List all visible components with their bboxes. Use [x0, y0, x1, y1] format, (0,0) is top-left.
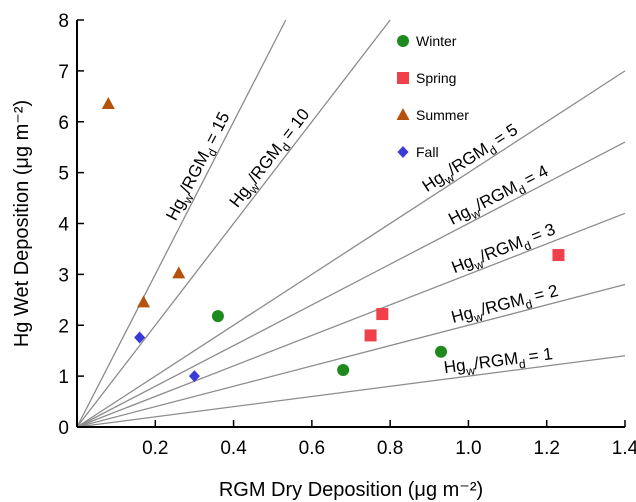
x-tick-label: 0.2 — [142, 438, 168, 459]
point-spring — [552, 249, 565, 262]
y-tick-label: 2 — [58, 316, 69, 337]
legend-marker-fall — [397, 146, 409, 158]
legend: Winter Spring Summer Fall — [396, 33, 469, 160]
ratio-label-subscript: w — [472, 310, 485, 326]
x-tick-label: 1.0 — [455, 438, 481, 459]
ref-line-1 — [76, 355, 626, 428]
ref-line-label-10: Hgw/RGMd= 10 — [226, 105, 317, 213]
ratio-label-text: /RGM — [473, 349, 519, 374]
point-spring — [364, 329, 377, 342]
ref-line-5 — [76, 70, 626, 428]
y-tick-label: 5 — [58, 164, 69, 185]
x-axis-title: RGM Dry Deposition (μg m⁻²) — [219, 479, 483, 501]
y-axis-title: Hg Wet Deposition (μg m⁻²) — [11, 100, 33, 347]
y-tick-label: 0 — [58, 418, 69, 439]
ratio-label-text: = 4 — [521, 161, 551, 189]
x-tick-label: 0.6 — [299, 438, 325, 459]
ratio-label-text: = 3 — [529, 220, 558, 246]
ratio-label-text: = 1 — [527, 344, 553, 366]
legend-label-winter: Winter — [416, 33, 457, 49]
x-tick-label: 1.2 — [534, 438, 560, 459]
point-spring — [376, 308, 389, 321]
ratio-label-text: /RGM — [479, 290, 527, 320]
point-winter — [435, 345, 448, 358]
ratio-label-text: = 15 — [201, 109, 233, 148]
y-tick-label: 3 — [58, 265, 69, 286]
ratio-label-text: Hg — [449, 303, 475, 327]
x-tick-label: 0.8 — [377, 438, 403, 459]
y-tick-label: 6 — [58, 113, 69, 134]
legend-label-fall: Fall — [416, 144, 439, 160]
ref-line-2 — [76, 283, 626, 428]
point-winter — [337, 364, 350, 377]
point-summer — [172, 266, 186, 279]
legend-marker-summer — [396, 108, 410, 120]
ref-line-4 — [76, 141, 626, 428]
ref-line-10 — [76, 19, 391, 428]
x-tick-label: 0.4 — [220, 438, 247, 459]
tick-labels: 0.2 0.4 0.6 0.8 1.0 1.2 1.4 0 1 2 3 4 5 6 7 8 — [58, 11, 636, 459]
ratio-label-text: = 10 — [278, 105, 314, 143]
data-points — [101, 96, 565, 383]
legend-marker-winter — [397, 35, 409, 47]
legend-marker-spring — [397, 72, 409, 84]
point-summer — [101, 96, 115, 109]
ref-line-label-15: Hgw/RGMd= 15 — [162, 109, 237, 225]
legend-label-summer: Summer — [416, 107, 469, 123]
point-fall — [134, 331, 146, 344]
legend-label-spring: Spring — [416, 70, 456, 86]
y-tick-label: 8 — [58, 11, 69, 32]
ref-line-15 — [76, 19, 287, 428]
ref-line-3 — [76, 212, 626, 428]
point-fall — [188, 370, 200, 383]
ratio-label-text: = 5 — [491, 120, 522, 149]
ref-line-label-1: Hgw/RGMd= 1 — [443, 344, 555, 381]
ratio-label-text: Hg — [445, 202, 473, 229]
point-summer — [137, 295, 151, 308]
x-tick-label: 1.4 — [612, 438, 636, 459]
point-winter — [211, 310, 224, 323]
ratio-label-text: Hg — [419, 168, 448, 196]
ratio-label-text: Hg — [443, 355, 467, 377]
ref-line-label-3: Hgw/RGMd= 3 — [449, 220, 559, 281]
y-tick-label: 7 — [58, 62, 69, 83]
ratio-label-subscript: w — [464, 363, 476, 378]
ratio-label-subscript: d — [518, 357, 526, 372]
ratio-label-subscript: d — [524, 297, 534, 312]
y-tick-label: 4 — [58, 215, 69, 236]
ratio-label-text: = 2 — [532, 281, 560, 305]
y-tick-label: 1 — [58, 367, 69, 388]
ratio-label-subscript: d — [522, 238, 533, 253]
